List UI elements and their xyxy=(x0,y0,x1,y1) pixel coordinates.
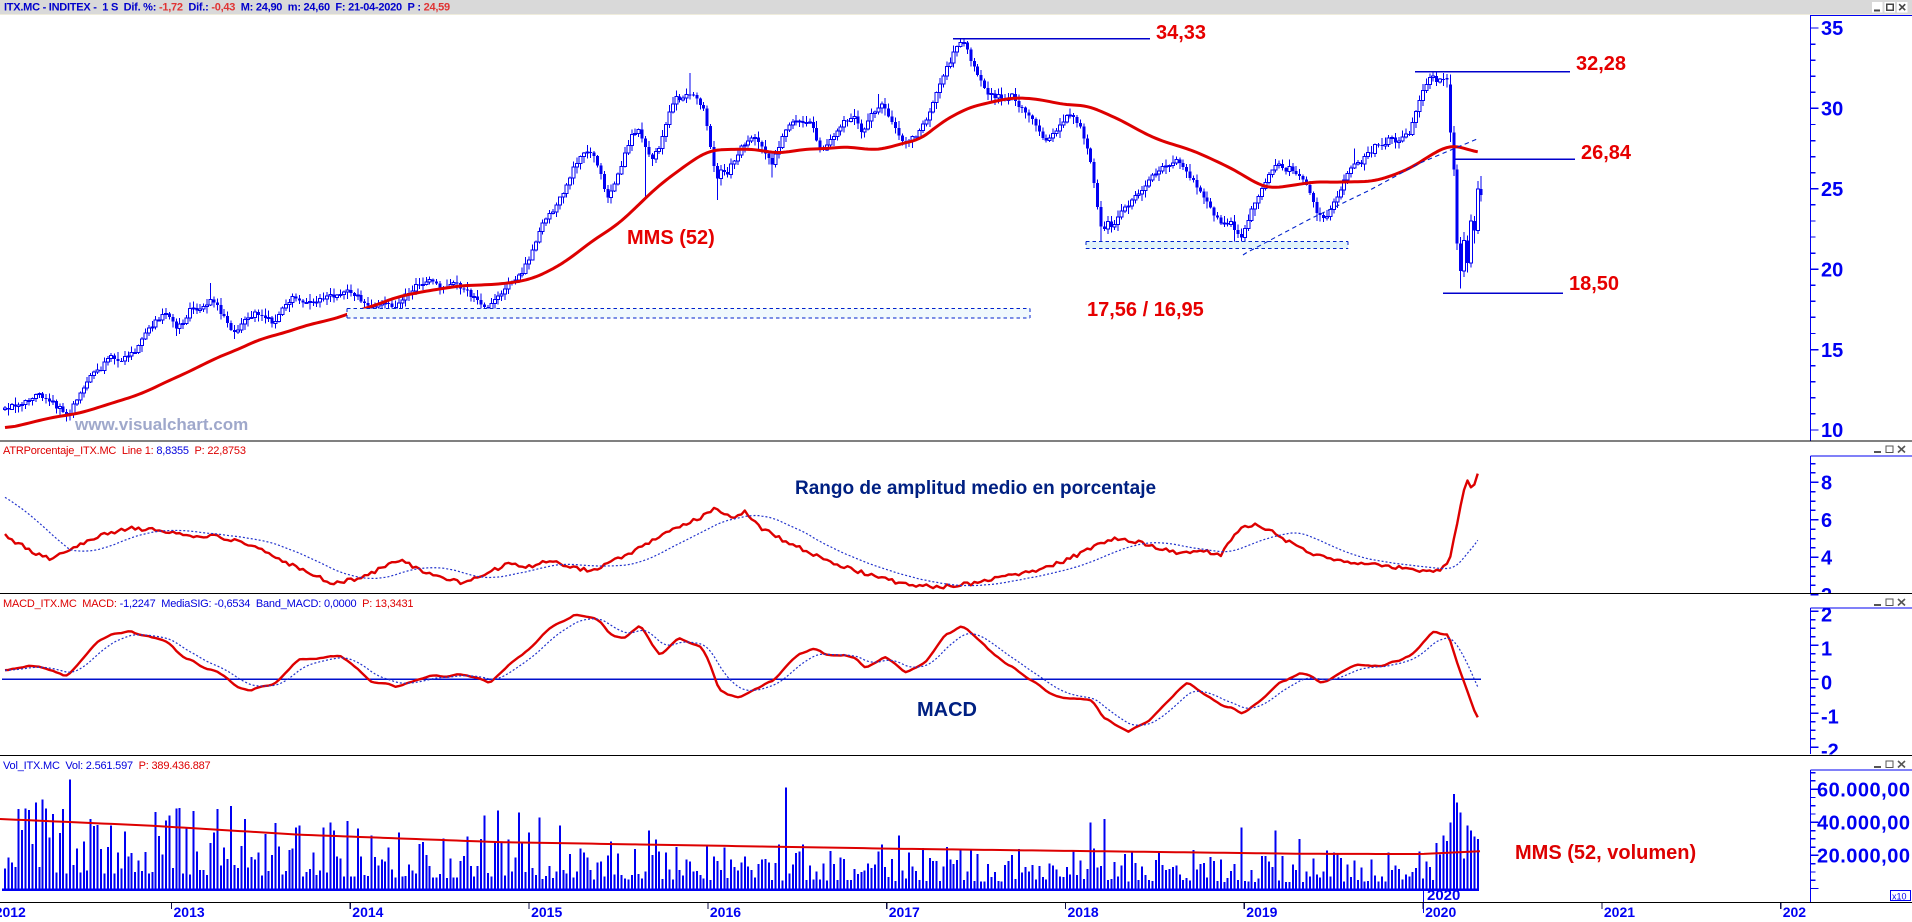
svg-text:30: 30 xyxy=(1821,99,1843,121)
svg-text:20.000,00: 20.000,00 xyxy=(1817,846,1910,868)
svg-text:MACD_ITX.MC MACD: -1,2247 Me: MACD_ITX.MC MACD: -1,2247 MediaSIG: -0,6… xyxy=(3,598,413,610)
svg-text:MMS (52, volumen): MMS (52, volumen) xyxy=(1515,842,1696,864)
svg-text:60.000,00: 60.000,00 xyxy=(1817,779,1910,801)
svg-text:2014: 2014 xyxy=(352,904,383,920)
svg-text:0: 0 xyxy=(1821,672,1832,694)
svg-text:40.000,00: 40.000,00 xyxy=(1817,813,1910,835)
svg-text:2: 2 xyxy=(1821,604,1832,626)
svg-text:15: 15 xyxy=(1821,340,1843,362)
svg-text:20: 20 xyxy=(1821,259,1843,281)
svg-text:MMS (52): MMS (52) xyxy=(627,227,715,249)
svg-text:ITX.MC - INDITEX - 1 S Dif.: ITX.MC - INDITEX - 1 S Dif. %: -1,72 Dif… xyxy=(4,2,450,14)
svg-text:MACD: MACD xyxy=(917,699,977,721)
svg-text:2018: 2018 xyxy=(1068,904,1099,920)
svg-text:2021: 2021 xyxy=(1604,904,1635,920)
svg-text:-1: -1 xyxy=(1821,706,1839,728)
svg-text:2017: 2017 xyxy=(889,904,920,920)
svg-text:2020: 2020 xyxy=(1425,904,1456,920)
svg-text:18,50: 18,50 xyxy=(1569,273,1619,295)
svg-text:x10: x10 xyxy=(1892,892,1907,902)
svg-text:10: 10 xyxy=(1821,420,1843,442)
svg-text:35: 35 xyxy=(1821,18,1843,40)
svg-text:2015: 2015 xyxy=(531,904,562,920)
svg-text:4: 4 xyxy=(1821,548,1833,570)
svg-text:8: 8 xyxy=(1821,473,1832,495)
svg-text:26,84: 26,84 xyxy=(1581,142,1632,164)
svg-text:34,33: 34,33 xyxy=(1156,22,1206,44)
svg-text:Vol_ITX.MC Vol: 2.561.597 P:: Vol_ITX.MC Vol: 2.561.597 P: 389.436.887 xyxy=(3,760,211,772)
svg-text:-2: -2 xyxy=(1821,740,1839,762)
svg-text:32,28: 32,28 xyxy=(1576,53,1626,75)
svg-text:ATRPorcentaje_ITX.MC Line 1:: ATRPorcentaje_ITX.MC Line 1: 8,8355 P: 2… xyxy=(3,445,246,457)
svg-text:Rango de amplitud medio en por: Rango de amplitud medio en porcentaje xyxy=(795,478,1156,499)
svg-text:2016: 2016 xyxy=(710,904,741,920)
svg-text:6: 6 xyxy=(1821,510,1832,532)
svg-text:25: 25 xyxy=(1821,179,1843,201)
svg-text:17,56 / 16,95: 17,56 / 16,95 xyxy=(1087,299,1204,321)
svg-text:www.visualchart.com: www.visualchart.com xyxy=(74,415,248,434)
svg-text:2013: 2013 xyxy=(174,904,205,920)
svg-text:2012: 2012 xyxy=(0,904,26,920)
svg-text:2019: 2019 xyxy=(1246,904,1277,920)
svg-text:2: 2 xyxy=(1821,585,1832,607)
svg-text:202: 202 xyxy=(1783,904,1807,920)
svg-text:1: 1 xyxy=(1821,638,1832,660)
svg-text:2020: 2020 xyxy=(1427,887,1460,904)
